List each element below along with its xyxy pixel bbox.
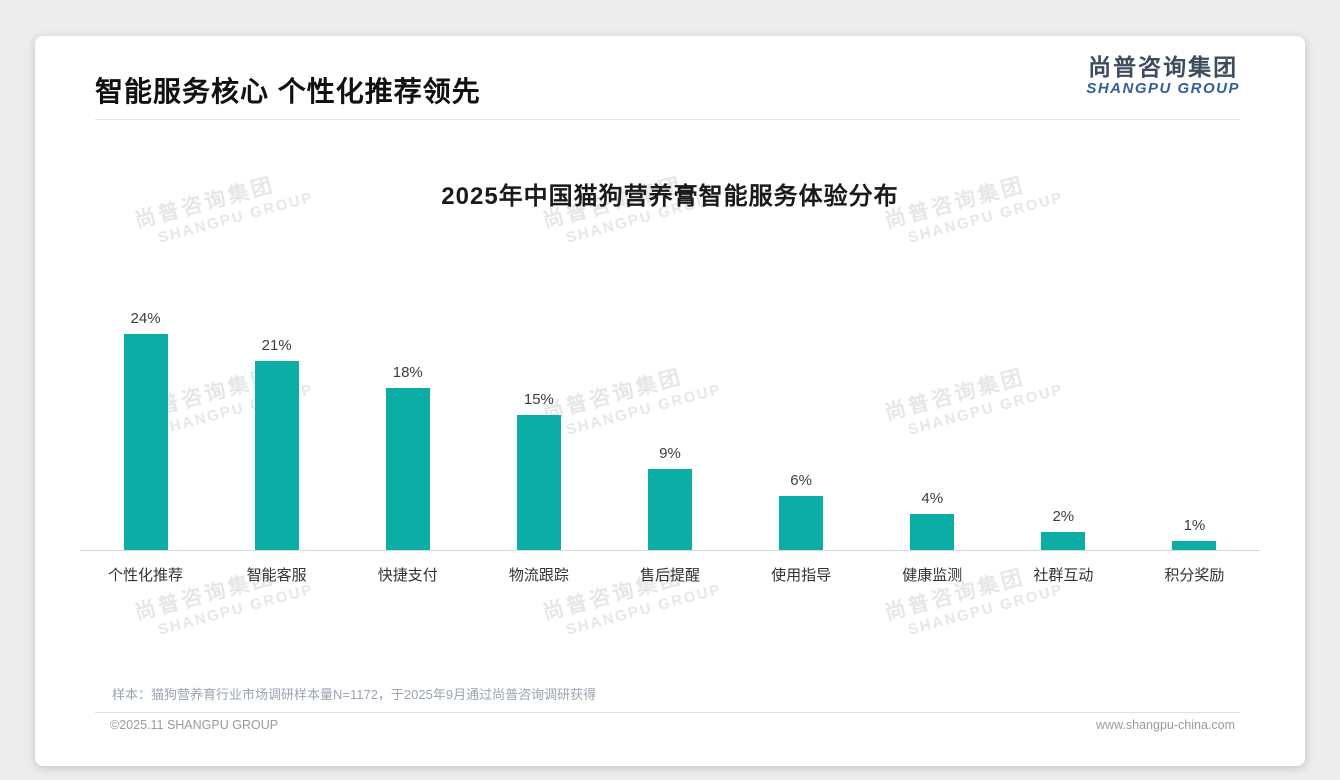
bar-value-label: 24% <box>130 310 161 327</box>
bar-value-label: 1% <box>1183 517 1206 534</box>
header-divider <box>95 119 1240 120</box>
page-title: 智能服务核心 个性化推荐领先 <box>95 76 481 107</box>
category-label: 社群互动 <box>1033 567 1094 584</box>
bar-column: 9% <box>604 305 735 550</box>
bar-column: 1% <box>1129 305 1260 550</box>
categories-row: 个性化推荐 智能客服 快捷支付 物流跟踪 售后提醒 使用指导 健康监测 社群互动 积分奖励 <box>80 564 1260 585</box>
footer-divider <box>95 712 1240 713</box>
bar-column: 4% <box>867 305 998 550</box>
watermark-english-text: SHANGPU GROUP <box>906 581 1066 639</box>
logo-english-text: SHANGPU GROUP <box>1086 80 1240 98</box>
bars-row: 24% 21% 18% 15% 9% 6% 4% 2% 1% <box>80 305 1260 551</box>
bar <box>516 415 561 550</box>
bar <box>910 514 955 550</box>
category-label: 物流跟踪 <box>508 567 569 584</box>
category-label: 快捷支付 <box>377 567 438 584</box>
bar-column: 15% <box>473 305 604 550</box>
bar <box>254 361 299 550</box>
bar-column: 2% <box>998 305 1129 550</box>
bar-value-label: 2% <box>1052 508 1075 525</box>
footer-website: www.shangpu-china.com <box>1096 718 1235 732</box>
bar-column: 18% <box>342 305 473 550</box>
bar <box>1041 532 1086 550</box>
category-label: 健康监测 <box>902 567 963 584</box>
bar <box>1172 541 1217 550</box>
bar-value-label: 6% <box>790 472 812 489</box>
category-label: 智能客服 <box>246 567 307 584</box>
bar-column: 21% <box>211 305 342 550</box>
footer-copyright: ©2025.11 SHANGPU GROUP <box>110 718 279 732</box>
bar <box>647 469 692 550</box>
watermark-english-text: SHANGPU GROUP <box>156 581 316 639</box>
bar <box>779 496 824 550</box>
category-label: 售后提醒 <box>639 567 700 584</box>
watermark-english-text: SHANGPU GROUP <box>564 581 724 639</box>
sample-note: 样本：猫狗营养育行业市场调研样本量N=1172，于2025年9月通过尚普咨询调研… <box>112 687 597 702</box>
bar <box>123 334 168 550</box>
slide-card: 尚普咨询集团 SHANGPU GROUP 尚普咨询集团 SHANGPU GROUP 尚普… <box>35 36 1305 766</box>
bar-value-label: 9% <box>659 445 681 462</box>
bar <box>385 388 430 550</box>
bar-value-label: 15% <box>523 391 554 408</box>
footer: ©2025.11 SHANGPU GROUP www.shangpu-china… <box>110 718 1235 732</box>
bar-value-label: 18% <box>392 364 423 381</box>
category-label: 使用指导 <box>771 567 832 584</box>
logo-chinese-text: 尚普咨询集团 <box>1088 54 1239 80</box>
company-logo: 尚普咨询集团 SHANGPU GROUP <box>1086 54 1240 98</box>
bar-column: 24% <box>80 305 211 550</box>
chart-title: 2025年中国猫狗营养膏智能服务体验分布 <box>441 183 899 210</box>
category-label: 个性化推荐 <box>108 567 184 584</box>
bar-value-label: 21% <box>261 337 292 354</box>
bar-column: 6% <box>736 305 867 550</box>
category-label: 积分奖励 <box>1164 567 1225 584</box>
bar-value-label: 4% <box>921 490 944 507</box>
